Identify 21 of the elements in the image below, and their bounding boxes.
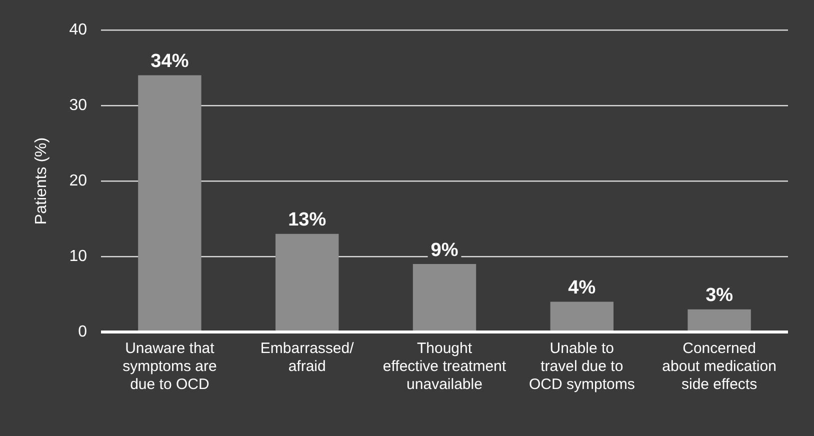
data-label: 9% xyxy=(430,240,458,261)
bar xyxy=(138,75,202,332)
x-tick-label: Thought effective treatment unavailable xyxy=(382,340,507,394)
y-tick-label: 10 xyxy=(69,248,88,265)
bar xyxy=(275,234,339,332)
y-tick-label: 0 xyxy=(78,323,88,340)
bar xyxy=(412,264,476,332)
bar xyxy=(688,309,751,332)
x-tick-label: Unaware that symptoms are due to OCD xyxy=(122,340,217,394)
x-tick-label: Concerned about medication side effects xyxy=(662,340,776,394)
data-label: 13% xyxy=(288,210,326,231)
data-label: 34% xyxy=(150,51,189,72)
bar xyxy=(550,302,614,332)
x-tick-label: Embarrassed/ afraid xyxy=(260,340,355,376)
x-tick-label: Unable to travel due to OCD symptoms xyxy=(528,340,635,394)
y-axis-title: Patients (%) xyxy=(33,137,50,225)
y-tick-label: 20 xyxy=(69,172,88,190)
data-label: 3% xyxy=(706,285,734,306)
y-tick-label: 30 xyxy=(69,96,88,114)
data-label: 4% xyxy=(568,278,596,299)
y-tick-label: 40 xyxy=(69,21,88,38)
